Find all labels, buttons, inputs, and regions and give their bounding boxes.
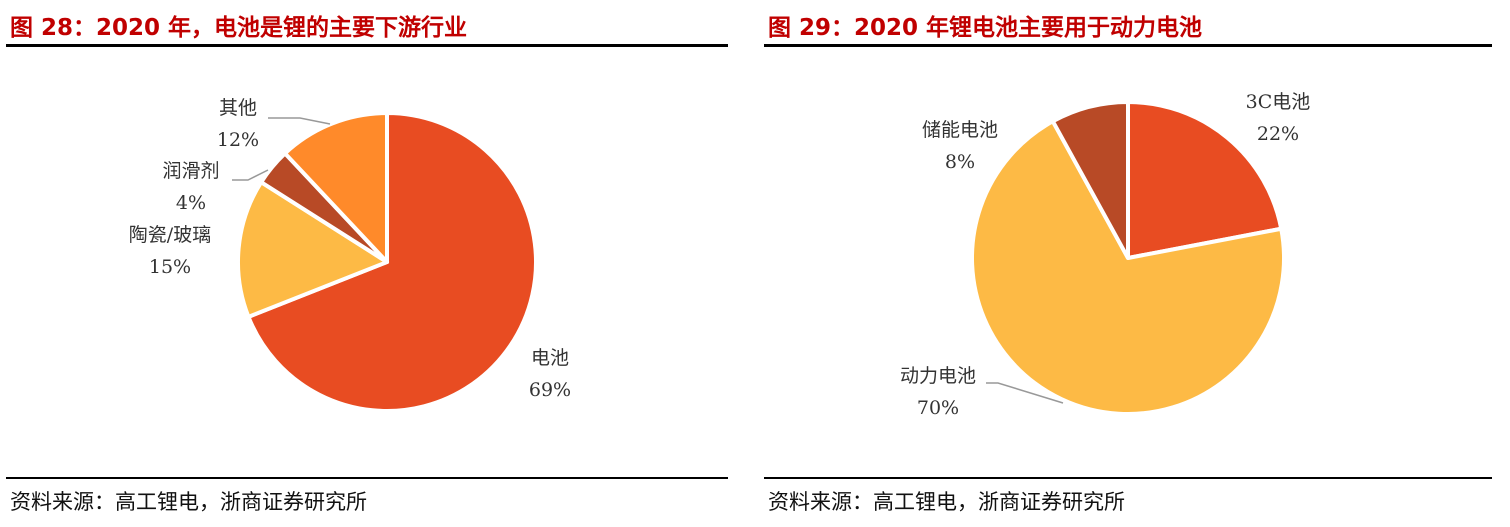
pie-chart [232, 111, 538, 413]
chart-panel-left: 图 28：2020 年，电池是锂的主要下游行业 电池 69% 陶瓷/玻璃 15% 润… [0, 0, 740, 527]
chart-title: 图 29：2020 年锂电池主要用于动力电池 [768, 15, 1203, 41]
slice-label: 3C电池 22% [1245, 91, 1311, 145]
pie-slice [246, 111, 538, 413]
chart-title: 图 28：2020 年，电池是锂的主要下游行业 [10, 15, 468, 41]
leader-line [986, 382, 1064, 404]
source-note: 资料来源：高工锂电，浙商证券研究所 [10, 490, 367, 514]
chart-panel-right: 图 29：2020 年锂电池主要用于动力电池 3C电池 22% 动力电池 70% 储… [758, 0, 1510, 527]
slice-label: 其他 12% [216, 97, 260, 151]
slice-label: 陶瓷/玻璃 15% [128, 224, 212, 278]
leader-line [232, 169, 269, 181]
slice-label: 润滑剂 4% [162, 160, 220, 214]
pie-slice [1126, 100, 1284, 260]
title-divider [6, 44, 728, 47]
footer-divider [6, 477, 728, 479]
slice-label: 电池 69% [528, 347, 572, 401]
pie-slice [236, 180, 389, 319]
slice-label: 储能电池 8% [921, 119, 999, 173]
title-divider [764, 44, 1492, 47]
leader-line [268, 117, 331, 125]
footer-divider [764, 477, 1492, 479]
pie-slice [1050, 100, 1130, 260]
pie-chart [970, 100, 1286, 416]
pie-slice [970, 119, 1286, 416]
slice-label: 动力电池 70% [899, 365, 977, 419]
pie-slice [283, 111, 389, 264]
source-note: 资料来源：高工锂电，浙商证券研究所 [768, 490, 1125, 514]
